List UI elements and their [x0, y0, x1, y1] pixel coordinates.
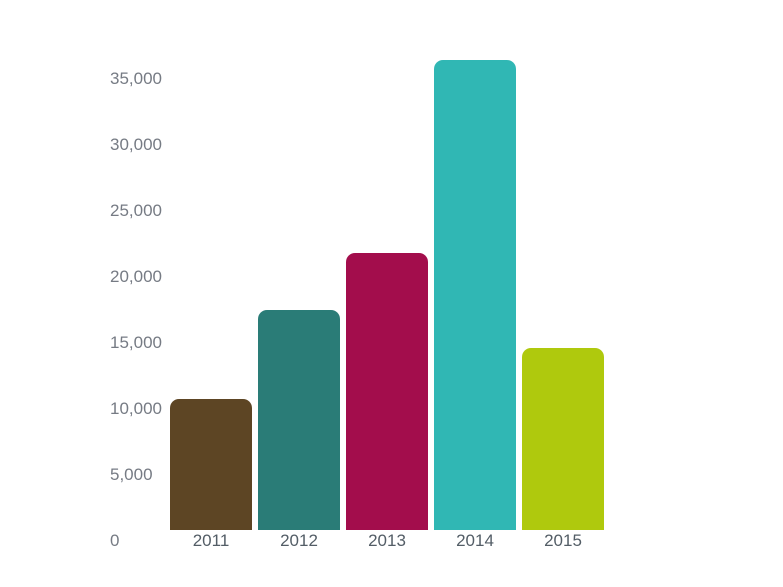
- x-label-2015: 2015: [544, 531, 582, 550]
- y-tick-label-5000: 5,000: [110, 465, 153, 484]
- y-tick-label-0: 0: [110, 531, 120, 550]
- bar-2013: [346, 252, 428, 530]
- y-tick-label-35000: 35,000: [110, 69, 162, 88]
- bar-2014: [434, 60, 516, 530]
- y-tick-label-30000: 30,000: [110, 135, 162, 154]
- bar-2012: [258, 309, 340, 530]
- x-label-2014: 2014: [456, 531, 494, 550]
- y-tick-label-25000: 25,000: [110, 201, 162, 220]
- y-tick-label-10000: 10,000: [110, 399, 162, 418]
- y-tick-label-20000: 20,000: [110, 267, 162, 286]
- x-label-2012: 2012: [280, 531, 318, 550]
- y-tick-label-15000: 15,000: [110, 333, 162, 352]
- x-label-2013: 2013: [368, 531, 406, 550]
- bar-2015: [522, 347, 604, 530]
- bar-2011: [170, 399, 252, 530]
- x-label-2011: 2011: [192, 531, 230, 550]
